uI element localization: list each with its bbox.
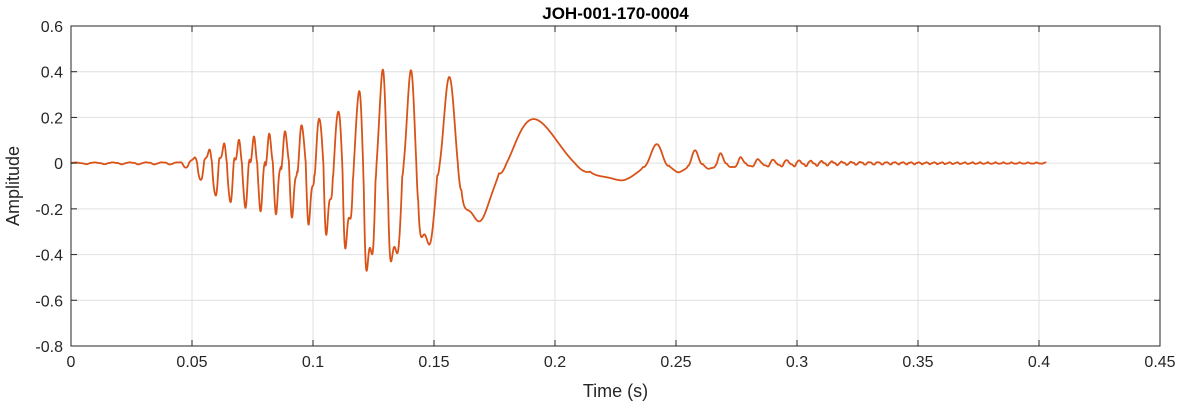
y-axis-label: Amplitude [3, 146, 23, 226]
y-tick-label: 0 [54, 156, 63, 173]
data-layer [70, 68, 1047, 272]
x-tick-label: 0.05 [176, 354, 207, 371]
chart-title: JOH-001-170-0004 [542, 4, 689, 23]
y-tick-label: 0.2 [41, 110, 63, 127]
y-tick-label: -0.4 [35, 248, 63, 265]
x-tick-label: 0.4 [1028, 354, 1050, 371]
x-tick-label: 0.25 [660, 354, 691, 371]
x-tick-label: 0.15 [418, 354, 449, 371]
tick-layer [70, 25, 1161, 347]
label-layer: 0 0.05 0.1 0.15 0.2 0.25 0.3 0.35 0.4 0.45 -0.8 -0.… [35, 19, 1175, 371]
y-tick-label: 0.4 [41, 65, 63, 82]
waveform-line [70, 68, 1047, 272]
plot-frame [70, 25, 1161, 347]
x-tick-label: 0.35 [902, 354, 933, 371]
y-tick-label: -0.8 [35, 339, 63, 356]
x-tick-label: 0.45 [1144, 354, 1175, 371]
x-tick-label: 0.3 [786, 354, 808, 371]
x-tick-label: 0 [67, 354, 76, 371]
x-axis-label: Time (s) [583, 381, 648, 401]
plot-area [71, 26, 1160, 346]
y-tick-label: 0.6 [41, 19, 63, 36]
y-tick-label: -0.6 [35, 293, 63, 310]
x-tick-label: 0.1 [302, 354, 324, 371]
x-tick-label: 0.2 [544, 354, 566, 371]
y-tick-label: -0.2 [35, 202, 63, 219]
